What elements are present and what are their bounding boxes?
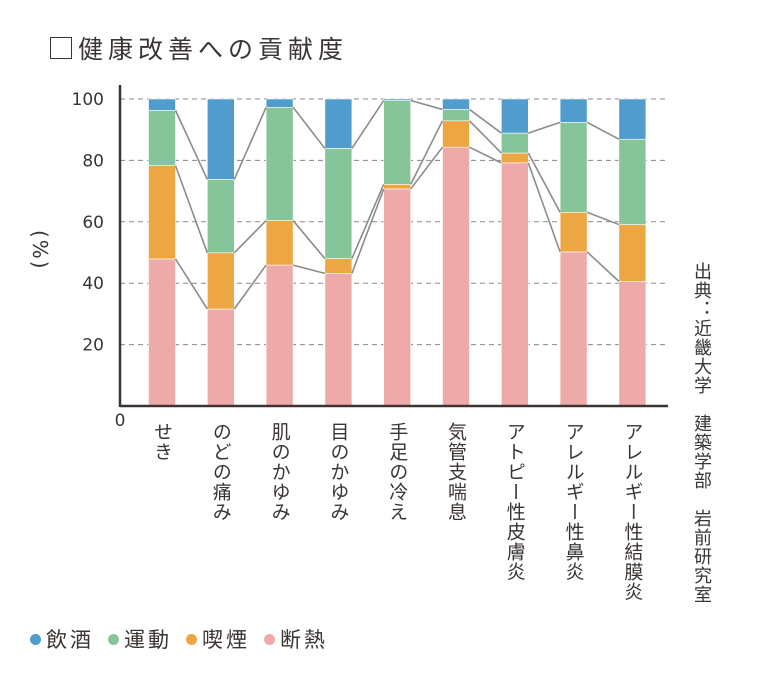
bar-segment-2-0	[148, 110, 176, 166]
bar-segment-0-0	[148, 258, 176, 407]
bar-segment-1-3	[324, 258, 353, 274]
legend-item: 喫煙	[186, 624, 250, 654]
bar-segment-2-2	[265, 106, 294, 221]
bar-segment-0-7	[559, 251, 588, 407]
connector-line	[410, 146, 444, 190]
bar-segment-0-8	[618, 281, 647, 407]
legend-dot-icon	[30, 633, 41, 645]
bar-segment-3-6	[500, 98, 529, 134]
bar-segment-3-5	[442, 98, 470, 110]
legend-label: 喫煙	[202, 628, 250, 652]
bar-segment-0-2	[265, 264, 294, 407]
x-tick-label: アレルギー性結膜炎	[621, 422, 644, 602]
bar-segment-1-5	[442, 120, 470, 148]
bar-segment-1-7	[559, 211, 588, 253]
bar-segment-0-4	[383, 188, 412, 407]
source-prefix: 出典：	[691, 262, 712, 319]
connector-line	[292, 106, 326, 149]
source-faculty: 建築学部	[691, 414, 712, 490]
bar-segment-0-1	[207, 308, 235, 407]
connector-line	[586, 211, 620, 226]
source-university: 近畿大学	[691, 319, 712, 395]
y-tick-label: 0	[115, 411, 126, 431]
connector-line	[292, 220, 326, 260]
x-tick-label: 手足の冷え	[386, 422, 409, 522]
x-tick-label: 目のかゆみ	[327, 422, 350, 522]
x-tick-label: せき	[151, 422, 173, 462]
bar-segment-1-4	[383, 184, 412, 190]
bar-segment-2-7	[559, 122, 588, 213]
connector-line	[351, 184, 385, 259]
bar-segment-3-2	[265, 98, 294, 108]
chart-legend: 飲酒 運動 喫煙 断熱	[30, 624, 342, 654]
y-tick-label: 100	[72, 90, 104, 110]
connector-line	[586, 121, 620, 140]
bar-segment-2-1	[207, 179, 235, 254]
bar-segment-1-8	[618, 224, 647, 282]
connector-line	[409, 120, 444, 185]
bar-segment-0-3	[324, 273, 353, 407]
connector-line	[410, 99, 443, 111]
legend-item: 断熱	[264, 624, 328, 654]
checkbox-square-icon	[50, 37, 72, 59]
legend-label: 運動	[124, 628, 172, 652]
legend-label: 断熱	[280, 628, 328, 652]
connector-line	[469, 108, 502, 134]
connector-line	[233, 106, 267, 180]
bar-segment-0-5	[442, 146, 470, 407]
source-credit: 出典：近畿大学 建築学部 岩前研究室	[690, 262, 712, 604]
legend-item: 飲酒	[30, 624, 94, 654]
bar-segment-1-0	[148, 165, 176, 260]
connector-line	[174, 258, 208, 310]
bar-segment-2-8	[618, 138, 647, 225]
connector-line	[292, 264, 326, 275]
bar-segment-3-7	[559, 98, 588, 123]
connector-line	[527, 162, 561, 253]
connector-line	[233, 264, 267, 310]
x-tick-label: アレルギー性鼻炎	[562, 422, 585, 582]
chart-title: 健康改善への貢献度	[50, 30, 348, 66]
bar-segment-0-6	[500, 162, 529, 407]
source-lab: 岩前研究室	[691, 509, 712, 604]
x-tick-label: 肌のかゆみ	[268, 422, 291, 522]
connector-line	[233, 220, 267, 254]
y-tick-label: 40	[82, 274, 104, 294]
bar-segment-2-4	[383, 100, 412, 185]
y-tick-label: 20	[82, 336, 104, 356]
bar-segment-3-8	[618, 98, 647, 140]
connector-line	[174, 110, 209, 180]
bar-segment-3-3	[324, 98, 353, 149]
legend-item: 運動	[108, 624, 172, 654]
bar-segment-3-4	[383, 98, 412, 101]
connector-line	[174, 165, 209, 254]
bar-segment-2-3	[324, 148, 353, 259]
legend-dot-icon	[108, 633, 119, 645]
x-tick-label: アトピー性皮膚炎	[503, 422, 526, 582]
bar-segment-3-1	[207, 98, 235, 180]
bar-segment-1-6	[500, 152, 529, 164]
connector-line	[468, 120, 502, 154]
connector-line	[351, 188, 385, 274]
connector-line	[351, 100, 385, 149]
bar-segment-1-1	[207, 252, 235, 310]
x-tick-label: 気管支喘息	[445, 422, 467, 522]
connector-line	[527, 152, 561, 213]
y-axis-label: (%)	[28, 230, 52, 271]
legend-label: 飲酒	[46, 628, 94, 652]
bar-segment-1-2	[265, 220, 294, 266]
connector-line	[586, 251, 620, 282]
connector-line	[528, 121, 561, 134]
y-tick-label: 60	[82, 213, 104, 233]
legend-dot-icon	[186, 633, 197, 645]
bar-segment-3-0	[148, 98, 176, 111]
y-tick-label: 80	[82, 151, 104, 171]
bar-segment-2-5	[442, 109, 470, 122]
chart-title-text: 健康改善への貢献度	[78, 35, 349, 64]
x-tick-label: のどの痛み	[209, 422, 232, 522]
legend-dot-icon	[264, 633, 275, 645]
bar-segment-2-6	[500, 132, 529, 154]
connector-line	[469, 146, 502, 164]
